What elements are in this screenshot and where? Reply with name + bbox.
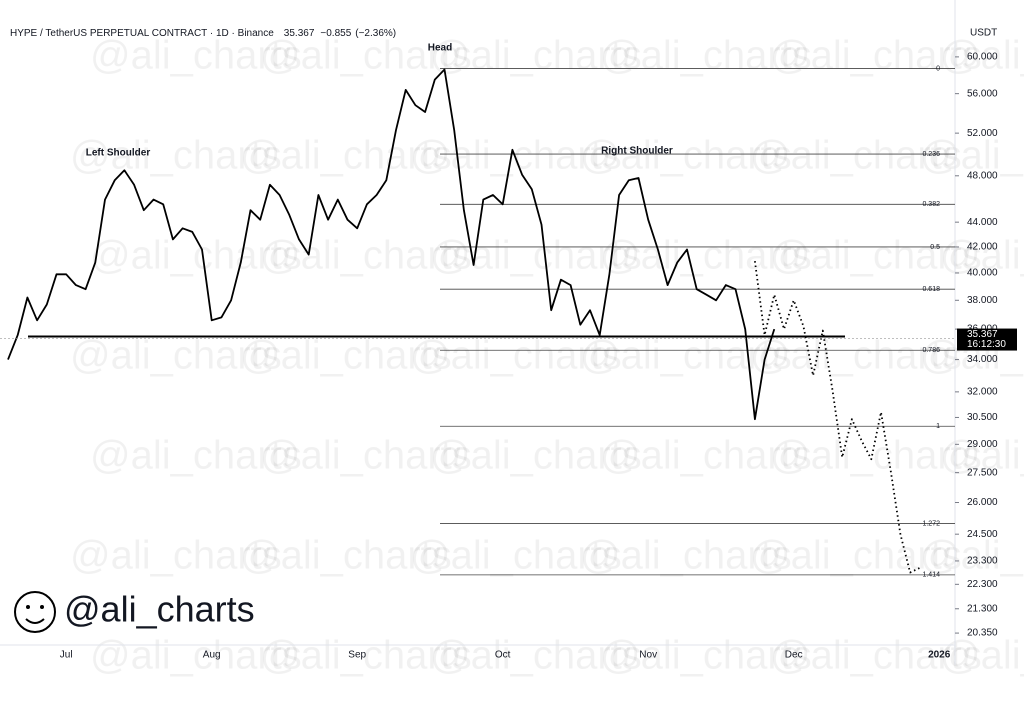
- watermark: @ali_charts: [410, 534, 622, 578]
- watermark: @ali_charts: [600, 234, 812, 278]
- y-tick-label: 21.300: [967, 603, 998, 614]
- watermark: @ali_charts: [70, 534, 282, 578]
- y-tick-label: 48.000: [967, 170, 998, 181]
- change: −0.855: [320, 28, 351, 39]
- chart-title: HYPE / TetherUS PERPETUAL CONTRACT · 1D …: [10, 28, 396, 39]
- y-tick-label: 23.300: [967, 556, 998, 567]
- watermark: @ali_charts: [90, 634, 302, 678]
- watermark: @ali_charts: [430, 434, 642, 478]
- x-tick-label: 2026: [928, 650, 951, 661]
- x-tick-label: Jul: [60, 650, 73, 661]
- logo: @ali_charts: [14, 589, 255, 633]
- watermark: @ali_charts: [430, 34, 642, 78]
- watermark: @ali_charts: [90, 234, 302, 278]
- watermark: @ali_charts: [410, 134, 622, 178]
- watermark: @ali_charts: [580, 534, 792, 578]
- annotation: Left Shoulder: [86, 148, 151, 159]
- watermark: @ali_charts: [430, 634, 642, 678]
- logo-face: [14, 591, 56, 633]
- symbol: HYPE / TetherUS PERPETUAL CONTRACT · 1D …: [10, 28, 274, 39]
- annotation: Head: [428, 43, 452, 54]
- change-pct: (−2.36%): [355, 28, 396, 39]
- y-tick-label: 44.000: [967, 217, 998, 228]
- fib-ratio: 0.236: [922, 151, 940, 158]
- watermark: @ali_charts: [260, 434, 472, 478]
- watermark: @ali_charts: [240, 334, 452, 378]
- watermark: @ali_charts: [260, 34, 472, 78]
- y-unit: USDT: [970, 28, 997, 39]
- watermark: @ali_charts: [940, 634, 1024, 678]
- y-tick-label: 52.000: [967, 128, 998, 139]
- y-tick-label: 26.000: [967, 497, 998, 508]
- fib-ratio: 0: [936, 65, 940, 72]
- x-tick-label: Dec: [785, 650, 803, 661]
- y-tick-label: 30.500: [967, 412, 998, 423]
- price-label: 35.367: [967, 329, 998, 340]
- watermark: @ali_charts: [430, 234, 642, 278]
- watermark: @ali_charts: [940, 434, 1024, 478]
- watermark: @ali_charts: [90, 34, 302, 78]
- watermark: @ali_charts: [750, 334, 962, 378]
- fib-ratio: 0.5: [930, 244, 940, 251]
- watermark: @ali_charts: [770, 634, 982, 678]
- watermark: @ali_charts: [750, 534, 962, 578]
- watermark: @ali_charts: [920, 534, 1024, 578]
- y-tick-label: 60.000: [967, 52, 998, 63]
- watermark: @ali_charts: [240, 534, 452, 578]
- fib-ratio: 1.414: [922, 572, 940, 579]
- y-tick-label: 20.350: [967, 628, 998, 639]
- y-tick-label: 40.000: [967, 268, 998, 279]
- watermark: @ali_charts: [70, 334, 282, 378]
- plot: 60.000 56.000 52.000 48.000 44.000 42.000 40.0…: [0, 43, 1017, 661]
- y-tick-label: 29.000: [967, 439, 998, 450]
- price-line: [7, 68, 776, 421]
- logo-text: @ali_charts: [64, 589, 255, 630]
- watermark: @ali_charts: [750, 134, 962, 178]
- watermark: @ali_charts: [770, 234, 982, 278]
- last-price: 35.367: [284, 28, 315, 39]
- fib-ratio: 0.382: [922, 201, 940, 208]
- y-tick-label: 42.000: [967, 242, 998, 253]
- watermark: @ali_charts: [410, 334, 622, 378]
- y-tick-label: 38.000: [967, 295, 998, 306]
- x-tick-label: Aug: [203, 650, 221, 661]
- y-tick-label: 22.300: [967, 579, 998, 590]
- watermark: @ali_charts: [940, 34, 1024, 78]
- x-tick-label: Sep: [348, 650, 366, 661]
- y-tick-label: 34.000: [967, 354, 998, 365]
- fib-ratio: 0.618: [922, 286, 940, 293]
- fib-ratio: 1: [936, 423, 940, 430]
- y-tick-label: 56.000: [967, 88, 998, 99]
- watermark: @ali_charts: [580, 134, 792, 178]
- watermark: @ali_charts: [600, 634, 812, 678]
- watermark-layer: @ali_charts@ali_charts@ali_charts@ali_ch…: [70, 34, 1024, 678]
- logo-eye: [26, 605, 30, 609]
- y-tick-label: 24.500: [967, 529, 998, 540]
- fib-ratio: 0.786: [922, 347, 940, 354]
- watermark: @ali_charts: [70, 134, 282, 178]
- annotation: Right Shoulder: [601, 146, 673, 157]
- watermark: @ali_charts: [600, 34, 812, 78]
- watermark: @ali_charts: [240, 134, 452, 178]
- x-tick-label: Oct: [495, 650, 511, 661]
- x-tick-label: Nov: [639, 650, 657, 661]
- watermark: @ali_charts: [940, 234, 1024, 278]
- watermark: @ali_charts: [90, 434, 302, 478]
- watermark: @ali_charts: [580, 334, 792, 378]
- watermark: @ali_charts: [600, 434, 812, 478]
- watermark: @ali_charts: [920, 134, 1024, 178]
- countdown: 16:12:30: [967, 339, 1006, 350]
- logo-mouth: [25, 618, 45, 624]
- y-tick-label: 32.000: [967, 387, 998, 398]
- watermark: @ali_charts: [260, 234, 472, 278]
- watermark: @ali_charts: [770, 34, 982, 78]
- fib-ratio: 1.272: [922, 520, 940, 527]
- watermark: @ali_charts: [260, 634, 472, 678]
- price-label-box: [957, 328, 1017, 351]
- logo-eye: [40, 605, 44, 609]
- y-tick-label: 27.500: [967, 467, 998, 478]
